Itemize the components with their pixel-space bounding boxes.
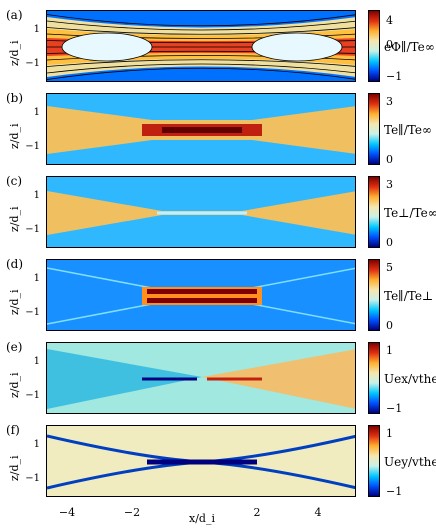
y-axis-label: z/d_i bbox=[8, 206, 21, 232]
field-line bbox=[47, 59, 355, 67]
current-sheet bbox=[157, 211, 247, 215]
island bbox=[251, 32, 343, 62]
field-line bbox=[47, 20, 355, 31]
colorbar-label: eΦ∥/Te∞ bbox=[384, 40, 435, 54]
colorbar bbox=[368, 342, 380, 414]
y-axis-label: z/d_i bbox=[8, 40, 21, 66]
y-tick-label: 1 bbox=[33, 439, 40, 450]
separatrix bbox=[47, 267, 355, 325]
anisotropy-band bbox=[147, 289, 257, 294]
y-tick-label: −1 bbox=[25, 473, 40, 484]
heatmap-panel bbox=[46, 342, 356, 414]
colorbar-tick: −1 bbox=[386, 485, 403, 498]
current-sheet bbox=[147, 459, 257, 465]
y-tick-label: −1 bbox=[25, 390, 40, 401]
colorbar bbox=[368, 259, 380, 331]
anisotropy-band bbox=[147, 298, 257, 303]
colorbar-tick: 0 bbox=[386, 236, 393, 249]
panel-label: (b) bbox=[6, 91, 24, 105]
x-tick-label: −4 bbox=[58, 506, 76, 519]
island bbox=[61, 32, 153, 62]
colorbar-tick: 0 bbox=[386, 153, 393, 166]
field-line bbox=[47, 14, 355, 27]
x-tick-label: 2 bbox=[253, 506, 261, 519]
colorbar-tick: 1 bbox=[386, 344, 393, 357]
outflow-left bbox=[47, 349, 202, 409]
panel-label: (d) bbox=[6, 257, 24, 271]
field-line bbox=[47, 67, 355, 80]
jet-right bbox=[207, 377, 262, 381]
field-line bbox=[47, 27, 355, 35]
colorbar bbox=[368, 425, 380, 497]
colorbar-label: Uex/vthe bbox=[384, 372, 436, 386]
heatmap-panel bbox=[46, 425, 356, 497]
y-tick-label: −1 bbox=[25, 307, 40, 318]
colorbar bbox=[368, 93, 380, 165]
jet-left bbox=[142, 377, 197, 381]
colorbar bbox=[368, 176, 380, 248]
y-tick-label: 1 bbox=[33, 273, 40, 284]
colorbar-tick: 4 bbox=[386, 14, 393, 27]
y-axis-label: z/d_i bbox=[8, 372, 21, 398]
y-tick-label: −1 bbox=[25, 224, 40, 235]
colorbar-tick: −1 bbox=[386, 70, 403, 83]
y-axis-label: z/d_i bbox=[8, 123, 21, 149]
colorbar bbox=[368, 10, 380, 82]
x-tick-label: −2 bbox=[123, 506, 141, 519]
colorbar-tick: 0 bbox=[386, 38, 393, 51]
colorbar-tick: 0 bbox=[386, 319, 393, 332]
y-tick-label: 1 bbox=[33, 356, 40, 367]
colorbar-tick: −1 bbox=[386, 402, 403, 415]
y-tick-label: −1 bbox=[25, 141, 40, 152]
y-tick-label: 1 bbox=[33, 107, 40, 118]
panel-label: (a) bbox=[6, 8, 23, 22]
outflow-right bbox=[202, 349, 355, 409]
x-axis-label: x/d_i bbox=[189, 512, 215, 525]
colorbar-tick: 3 bbox=[386, 178, 393, 191]
heatmap-panel bbox=[46, 10, 356, 82]
y-axis-label: z/d_i bbox=[8, 455, 21, 481]
y-tick-label: −1 bbox=[25, 58, 40, 69]
field-line bbox=[47, 63, 355, 74]
colorbar-label: Te∥/Te⊥ bbox=[384, 289, 434, 303]
colorbar-tick: 1 bbox=[386, 427, 393, 440]
x-tick-label: 4 bbox=[314, 506, 322, 519]
heatmap-panel bbox=[46, 93, 356, 165]
heatmap-panel bbox=[46, 259, 356, 331]
panel-label: (f) bbox=[6, 423, 20, 437]
panel-label: (c) bbox=[6, 174, 23, 188]
y-tick-label: 1 bbox=[33, 24, 40, 35]
y-axis-label: z/d_i bbox=[8, 289, 21, 315]
colorbar-tick: 5 bbox=[386, 261, 393, 274]
colorbar-tick: 3 bbox=[386, 95, 393, 108]
colorbar-label: Te∥/Te∞ bbox=[384, 123, 432, 137]
colorbar-label: Te⊥/Te∞ bbox=[384, 206, 436, 220]
y-tick-label: 1 bbox=[33, 190, 40, 201]
heatmap-panel bbox=[46, 176, 356, 248]
hot-center bbox=[162, 127, 242, 133]
colorbar-label: Uey/vthe bbox=[384, 455, 436, 469]
panel-label: (e) bbox=[6, 340, 23, 354]
